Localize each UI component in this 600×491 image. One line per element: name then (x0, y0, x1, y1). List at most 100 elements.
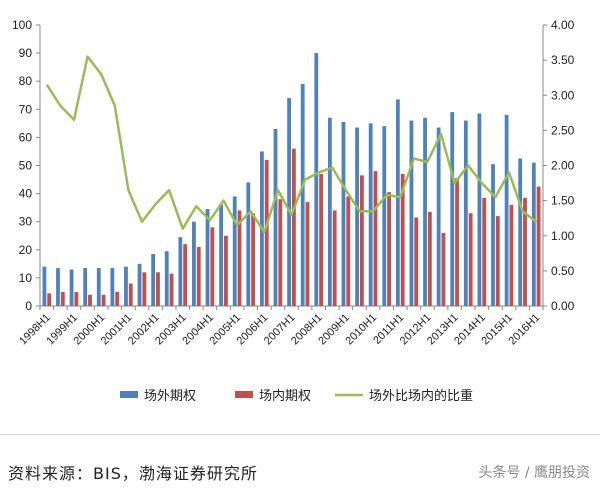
bar-exchange-option (74, 291, 79, 306)
bar-otc-option (124, 266, 128, 306)
bar-exchange-option (60, 291, 65, 306)
source-note: 资料来源：BIS，渤海证券研究所 (8, 464, 258, 483)
right-tick-label: 2.50 (551, 123, 575, 137)
bar-otc-option (137, 263, 142, 306)
bar-otc-option (368, 123, 373, 306)
bar-otc-option (341, 121, 346, 306)
right-tick-label: 1.50 (551, 194, 575, 208)
bar-otc-option (409, 120, 414, 306)
bar-otc-option (246, 182, 251, 306)
bar-otc-option (110, 268, 115, 306)
bar-otc-option (450, 112, 455, 306)
bar-otc-option (83, 268, 88, 306)
bar-exchange-option (455, 178, 459, 306)
bar-exchange-option (319, 173, 323, 306)
bar-exchange-option (400, 173, 405, 306)
bar-exchange-option (332, 210, 337, 306)
bar-otc-option (273, 128, 278, 306)
bar-exchange-option (251, 213, 256, 306)
left-tick-label: 80 (19, 74, 33, 88)
bar-otc-option (56, 268, 60, 306)
legend-item-ratio-label: 场外比场内的比重 (369, 388, 473, 404)
bar-otc-option (504, 114, 509, 306)
bar-otc-option (287, 98, 291, 306)
right-tick-label: 0.50 (551, 264, 575, 278)
right-tick-label: 1.00 (551, 229, 575, 243)
bar-otc-option (314, 53, 319, 306)
bar-exchange-option (414, 217, 419, 306)
right-tick-label: 4.00 (551, 18, 575, 32)
legend-item-exchange-label: 场内期权 (259, 388, 311, 404)
bar-exchange-option (169, 273, 174, 306)
bar-exchange-option (237, 210, 242, 306)
bar-otc-option (463, 120, 468, 306)
bar-otc-option (518, 158, 523, 306)
left-tick-label: 90 (19, 46, 33, 60)
right-tick-label: 3.50 (551, 53, 575, 67)
legend-item-exchange-swatch (235, 391, 253, 398)
line-otc-to-exchange-ratio (45, 55, 537, 234)
bar-exchange-option (346, 196, 351, 306)
bar-otc-option (423, 117, 427, 306)
bar-exchange-option (441, 232, 446, 306)
bar-exchange-option (156, 272, 160, 306)
left-tick-label: 40 (19, 187, 33, 201)
bar-exchange-option (101, 294, 106, 306)
bar-exchange-option (373, 171, 378, 306)
right-tick-label: 0.00 (551, 299, 575, 313)
left-tick-label: 20 (19, 243, 33, 257)
bar-exchange-option (495, 216, 500, 306)
bar-exchange-option (482, 197, 487, 306)
bar-otc-option (436, 127, 441, 306)
bar-otc-option (96, 268, 101, 306)
bar-otc-option (395, 99, 400, 306)
bar-otc-option (164, 251, 169, 306)
bar-otc-option (232, 196, 237, 306)
bar-otc-option (531, 162, 536, 306)
legend-item-otc-label: 场外期权 (144, 388, 196, 404)
left-tick-label: 100 (12, 18, 32, 32)
bar-exchange-option (210, 227, 215, 306)
bar-exchange-option (47, 293, 52, 306)
bar-otc-option (491, 164, 495, 306)
combo-chart: 0 10 20 30 40 50 60 70 80 90 100 0.00 0.50 1.00 1.50 2.… (12, 18, 575, 404)
legend-item-otc-swatch (120, 391, 138, 398)
bar-exchange-option (509, 204, 514, 306)
bar-exchange-option (115, 291, 120, 306)
bar-exchange-option (128, 283, 133, 306)
bar-exchange-option (278, 199, 283, 306)
bar-exchange-option (523, 197, 527, 306)
bar-otc-option (219, 204, 224, 306)
bar-exchange-option (264, 159, 269, 306)
bar-exchange-option (305, 202, 310, 306)
left-tick-label: 70 (19, 102, 33, 116)
footer-divider (0, 434, 600, 435)
bar-otc-option (477, 113, 482, 306)
bar-exchange-option (224, 235, 228, 306)
bar-otc-option (42, 266, 47, 306)
bar-exchange-option (468, 213, 473, 306)
bar-exchange-option (142, 272, 147, 306)
left-tick-label: 10 (19, 271, 33, 285)
bar-exchange-option (359, 175, 364, 306)
left-tick-label: 50 (19, 159, 33, 173)
bar-otc-option (151, 254, 156, 306)
bar-exchange-option (292, 148, 296, 306)
right-tick-label: 3.00 (551, 88, 575, 102)
bar-exchange-option (387, 192, 391, 306)
bar-exchange-option (183, 244, 188, 306)
bar-otc-option (382, 126, 387, 306)
bar-otc-option (300, 84, 305, 306)
bar-otc-option (327, 117, 332, 306)
left-tick-label: 0 (25, 299, 32, 313)
right-tick-label: 2.00 (551, 159, 575, 173)
bar-exchange-option (88, 294, 92, 306)
bar-exchange-option (536, 186, 541, 306)
bar-exchange-option (196, 246, 201, 306)
bar-otc-option (178, 237, 183, 306)
left-tick-label: 30 (19, 215, 33, 229)
watermark-text: 头条号 / 鹰朋投资 (478, 465, 590, 481)
bar-otc-option (205, 209, 210, 306)
bar-otc-option (192, 221, 196, 306)
bar-otc-option (355, 127, 359, 306)
